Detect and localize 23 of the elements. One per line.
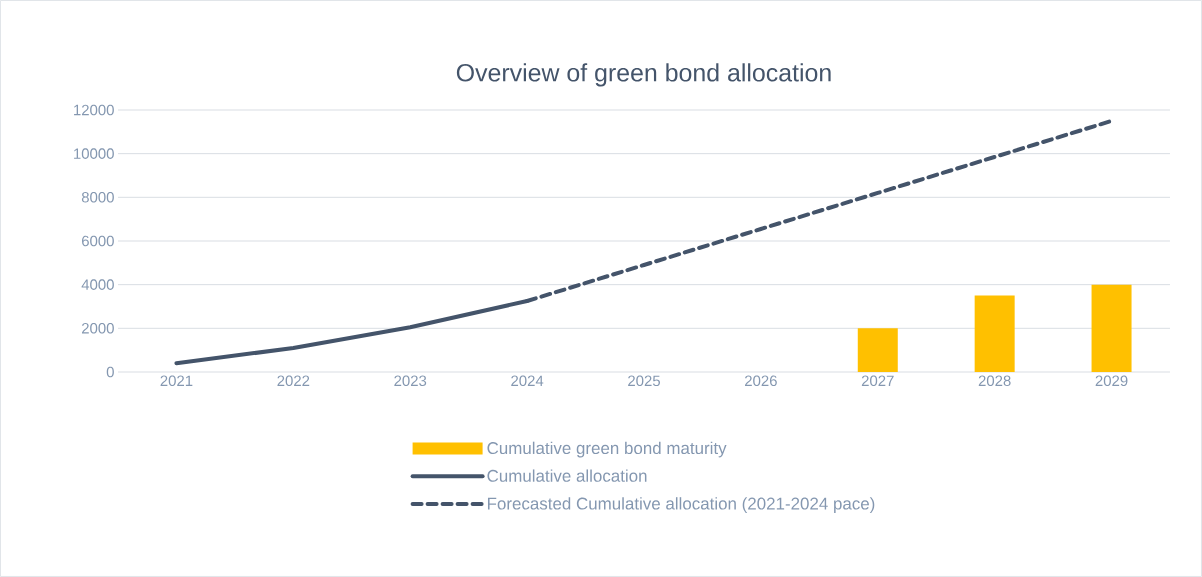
y-tick-label: 12000 [74, 104, 114, 116]
y-tick-label: 4000 [81, 279, 114, 290]
x-tick-label: 2021 [160, 375, 193, 387]
chart-title: Overview of green bond allocation [456, 63, 831, 87]
x-tick-label: 2024 [511, 375, 544, 387]
x-tick-label: 2028 [978, 375, 1011, 387]
bar [1091, 284, 1132, 372]
x-tick-label: 2023 [394, 375, 427, 387]
y-tick-label: 8000 [81, 192, 114, 203]
bar [857, 328, 898, 372]
x-tick-label: 2025 [628, 375, 660, 387]
x-tick-label: 2022 [277, 375, 310, 387]
y-tick-label: 6000 [82, 235, 114, 247]
x-tick-label: 2029 [1095, 375, 1128, 387]
legend-label: Cumulative allocation [487, 469, 647, 482]
x-tick-label: 2027 [861, 375, 894, 387]
x-tick-label: 2026 [745, 375, 777, 387]
y-tick-label: 0 [106, 366, 114, 378]
bar [974, 295, 1015, 372]
legend-label: Cumulative green bond maturity [487, 441, 727, 458]
legend-label: Forecasted Cumulative allocation (2021-2024 pace) [487, 497, 875, 513]
y-tick-label: 2000 [82, 323, 114, 334]
y-tick-label: 10000 [74, 148, 114, 159]
